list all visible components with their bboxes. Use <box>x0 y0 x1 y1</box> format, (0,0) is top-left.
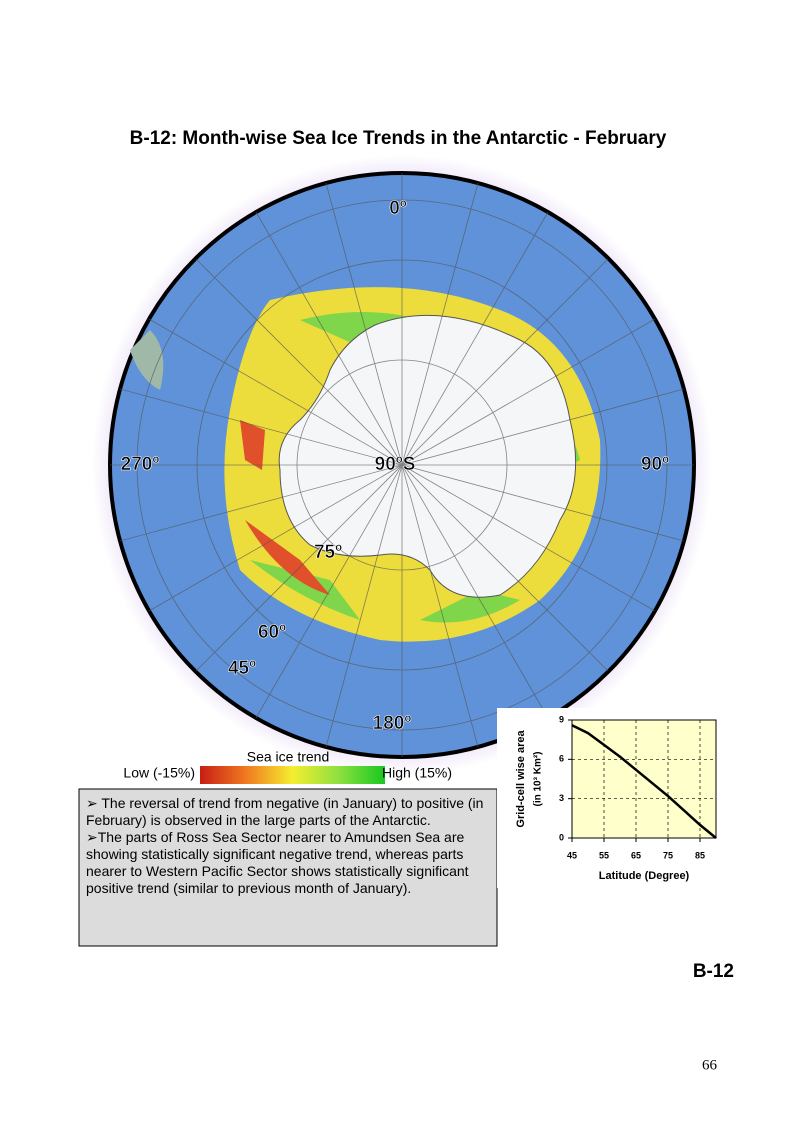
y-tick-label: 6 <box>559 754 564 764</box>
notes: ➢ The reversal of trend from negative (i… <box>86 795 484 896</box>
map-label: 75º <box>314 542 342 563</box>
map-label: 270º <box>121 454 160 475</box>
legend-high: High (15%) <box>382 765 452 781</box>
y-axis-label: Grid-cell wise area <box>515 730 527 828</box>
note: ➢The parts of Ross Sea Sector nearer to … <box>86 829 469 896</box>
map-label: 180º <box>373 713 412 734</box>
legend-title: Sea ice trend <box>247 749 330 765</box>
page-label: B-12 <box>693 961 734 982</box>
page-title: B-12: Month-wise Sea Ice Trends in the A… <box>130 128 667 149</box>
x-tick-label: 85 <box>695 850 705 860</box>
data-line <box>571 724 717 839</box>
y-tick-label: 0 <box>559 832 564 842</box>
x-tick-label: 55 <box>599 850 609 860</box>
y-axis-unit: (in 10³ Km²) <box>533 752 544 807</box>
notes-box <box>78 788 498 947</box>
y-tick-label: 9 <box>559 714 564 724</box>
page-number: 66 <box>702 1057 718 1073</box>
x-tick-label: 65 <box>631 850 641 860</box>
x-tick-label: 75 <box>663 850 673 860</box>
legend-low: Low (-15%) <box>123 765 195 781</box>
y-tick-label: 3 <box>559 793 564 803</box>
x-tick-label: 45 <box>567 850 577 860</box>
map-label: 45º <box>228 658 256 679</box>
area-chart: Grid-cell wise area (in 10³ Km²) Latitud… <box>497 708 722 888</box>
map-label: 60º <box>258 622 286 643</box>
x-axis-label: Latitude (Degree) <box>599 870 690 882</box>
map-label: 90ºS <box>375 454 416 475</box>
map-label: 0º <box>389 198 407 219</box>
map-label: 90º <box>641 454 669 475</box>
legend: Sea ice trend Low (-15%) High (15%) <box>123 749 452 784</box>
note: ➢ The reversal of trend from negative (i… <box>86 795 484 828</box>
polar-map: 0º 90º 180º 270º 90ºS 75º 60º 45º <box>92 155 712 775</box>
